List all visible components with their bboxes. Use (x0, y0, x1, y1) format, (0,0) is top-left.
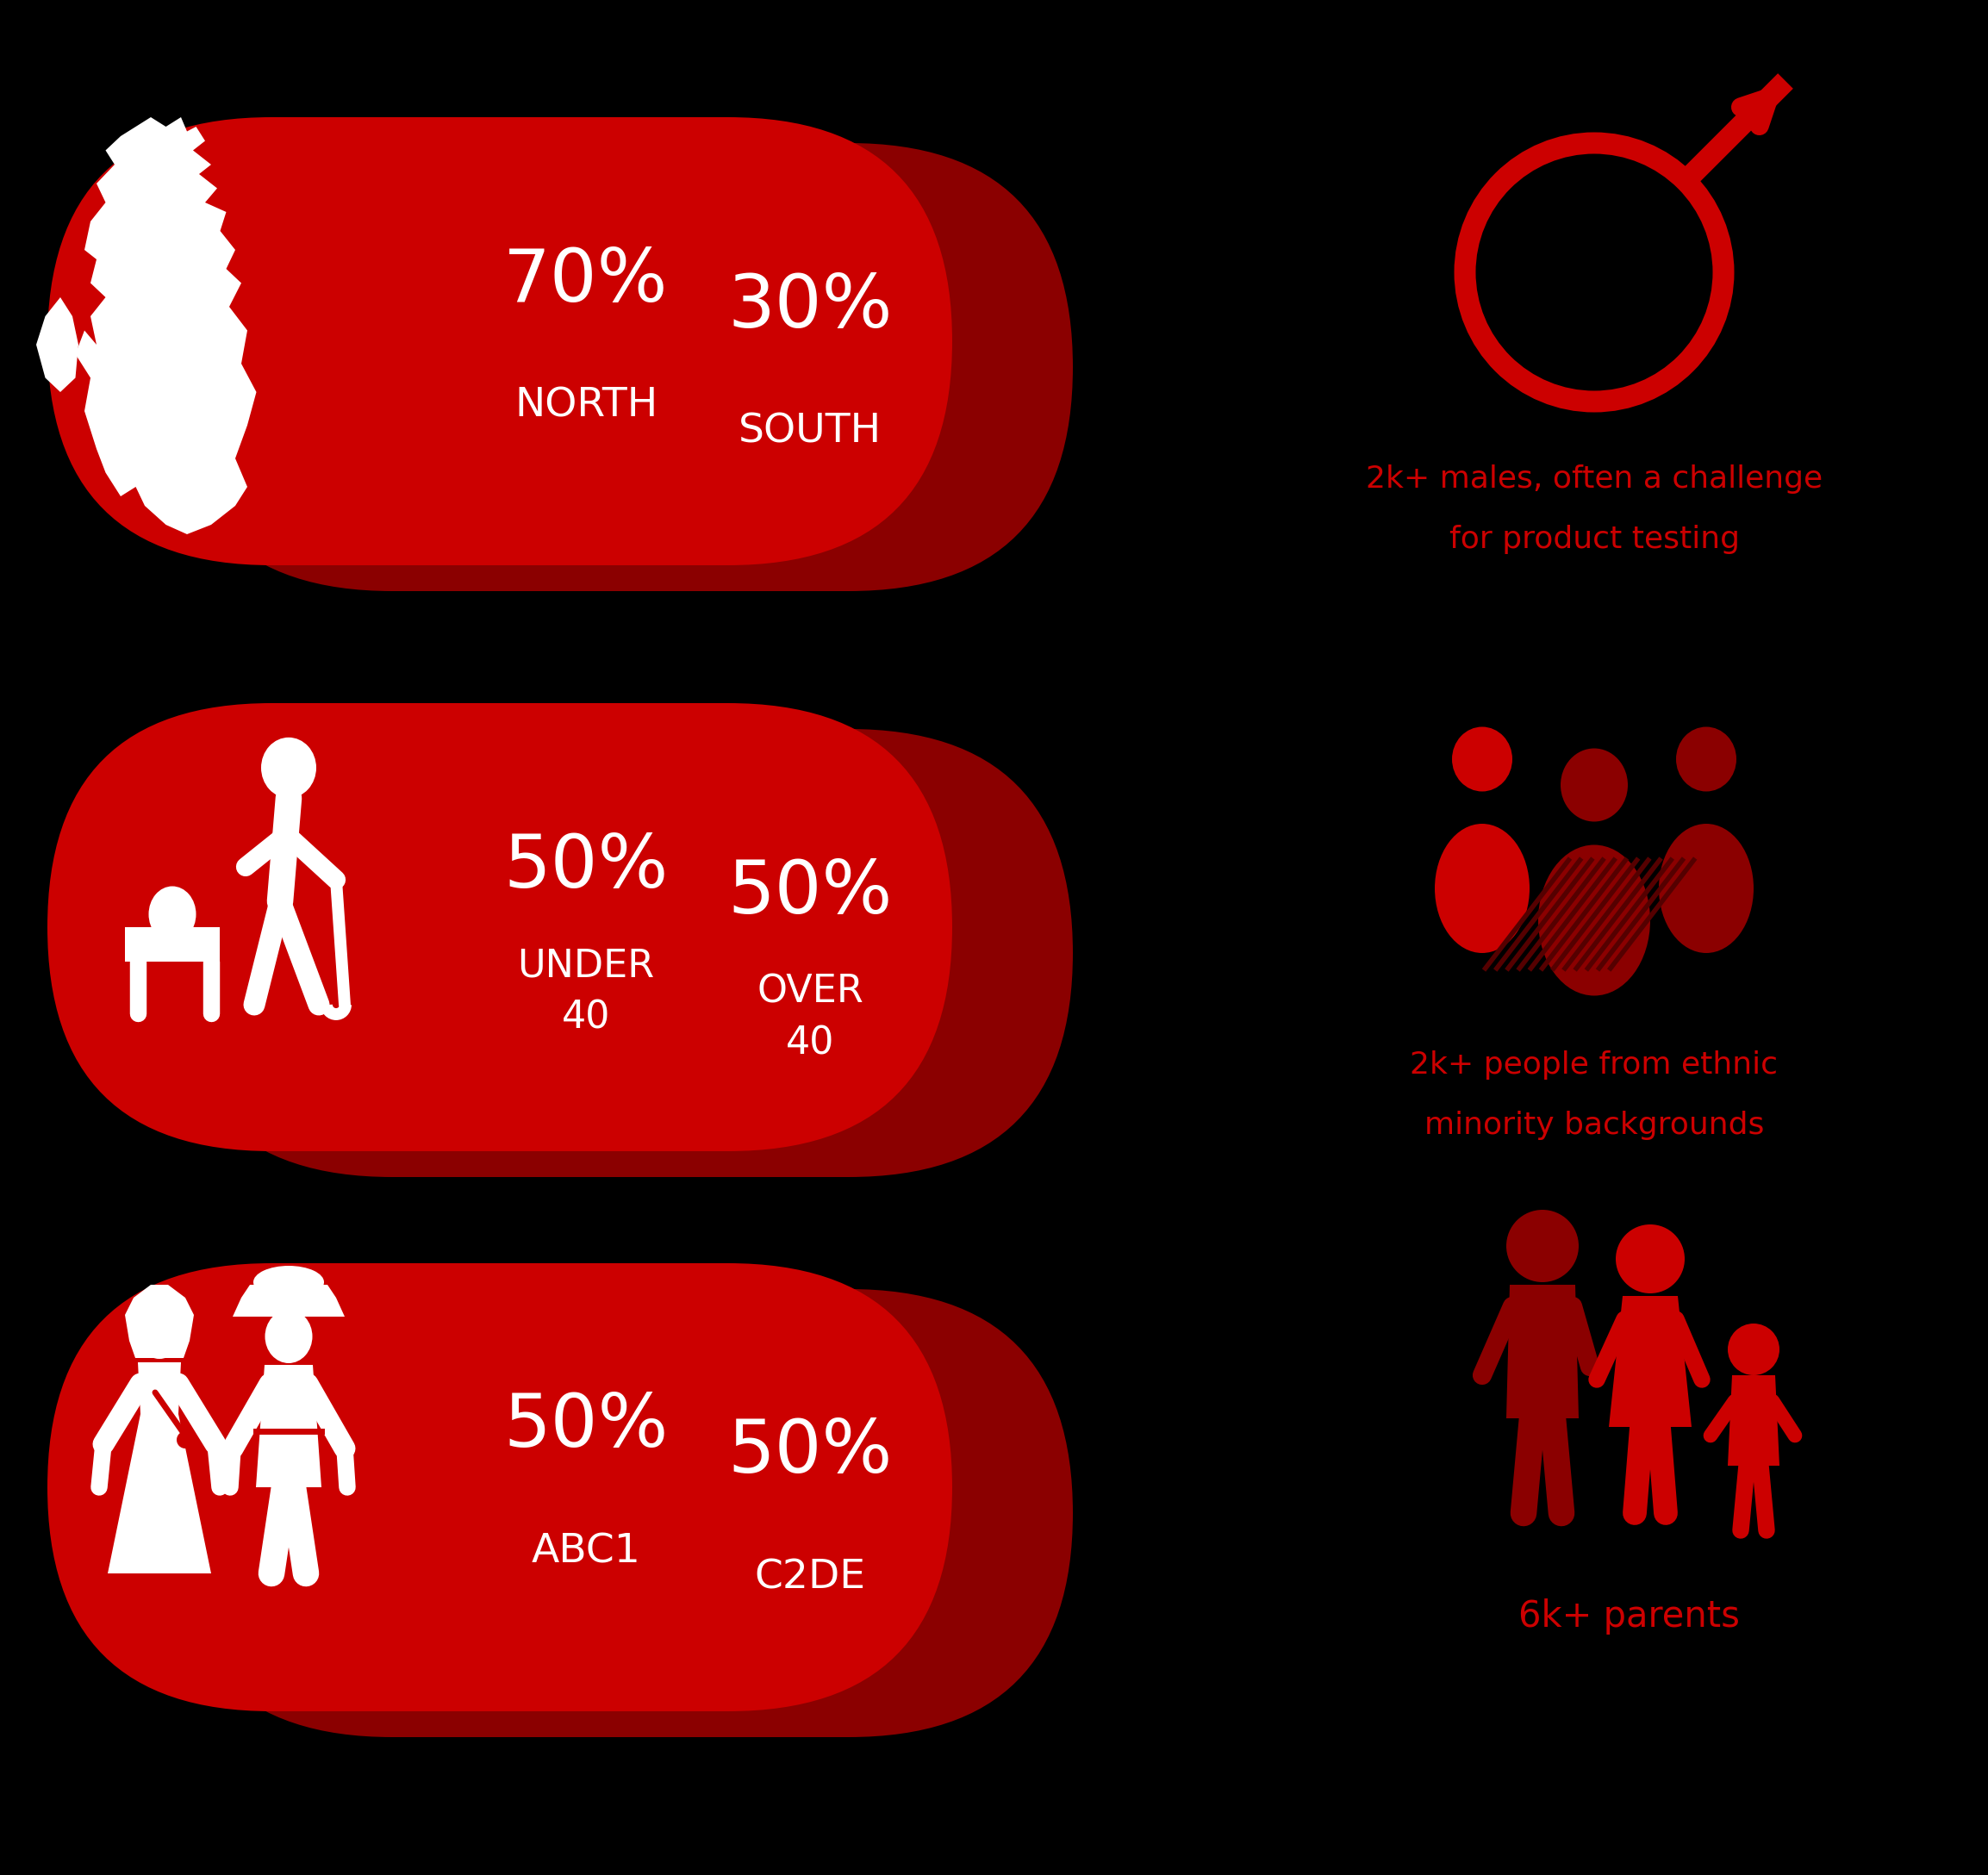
Text: 50%: 50% (503, 831, 668, 902)
Polygon shape (125, 926, 221, 962)
Polygon shape (107, 1363, 211, 1573)
FancyBboxPatch shape (169, 1290, 1074, 1736)
Ellipse shape (1676, 728, 1736, 791)
Circle shape (1507, 1209, 1578, 1282)
Ellipse shape (260, 737, 316, 799)
Text: 50%: 50% (503, 1391, 668, 1463)
Ellipse shape (135, 1305, 183, 1359)
Text: NORTH: NORTH (515, 386, 658, 426)
Text: UNDER: UNDER (517, 947, 654, 984)
Polygon shape (1728, 1374, 1779, 1466)
Text: 2k+ males, often a challenge: 2k+ males, often a challenge (1366, 465, 1823, 493)
Ellipse shape (1561, 748, 1628, 821)
Text: minority backgrounds: minority backgrounds (1423, 1110, 1763, 1140)
Ellipse shape (252, 1266, 324, 1299)
Text: 50%: 50% (728, 857, 893, 928)
Text: SOUTH: SOUTH (738, 413, 881, 452)
Polygon shape (36, 298, 78, 392)
Text: 50%: 50% (728, 1418, 893, 1489)
Ellipse shape (1539, 846, 1650, 996)
Polygon shape (1507, 1284, 1578, 1418)
Text: ABC1: ABC1 (531, 1532, 640, 1571)
Polygon shape (76, 118, 256, 534)
Text: 6k+ parents: 6k+ parents (1519, 1598, 1740, 1635)
Text: 70%: 70% (503, 246, 668, 317)
Ellipse shape (1435, 823, 1529, 952)
FancyBboxPatch shape (48, 703, 952, 1151)
Text: C2DE: C2DE (753, 1558, 865, 1598)
Ellipse shape (264, 1311, 312, 1363)
Polygon shape (1608, 1296, 1692, 1427)
Text: 30%: 30% (728, 272, 893, 343)
Ellipse shape (149, 887, 197, 943)
FancyBboxPatch shape (48, 116, 952, 564)
Circle shape (177, 1431, 195, 1449)
FancyBboxPatch shape (169, 729, 1074, 1178)
Circle shape (1728, 1324, 1779, 1374)
Ellipse shape (1451, 728, 1513, 791)
FancyBboxPatch shape (48, 1264, 952, 1712)
Text: 2k+ people from ethnic: 2k+ people from ethnic (1409, 1050, 1777, 1080)
Polygon shape (125, 1284, 195, 1358)
Polygon shape (233, 1284, 344, 1316)
FancyBboxPatch shape (169, 142, 1074, 591)
Polygon shape (256, 1365, 322, 1487)
Text: 40: 40 (785, 1026, 835, 1061)
Circle shape (1616, 1224, 1684, 1294)
Text: OVER: OVER (757, 973, 863, 1011)
Text: for product testing: for product testing (1449, 525, 1740, 553)
Text: 40: 40 (563, 999, 610, 1037)
Ellipse shape (1658, 823, 1753, 952)
